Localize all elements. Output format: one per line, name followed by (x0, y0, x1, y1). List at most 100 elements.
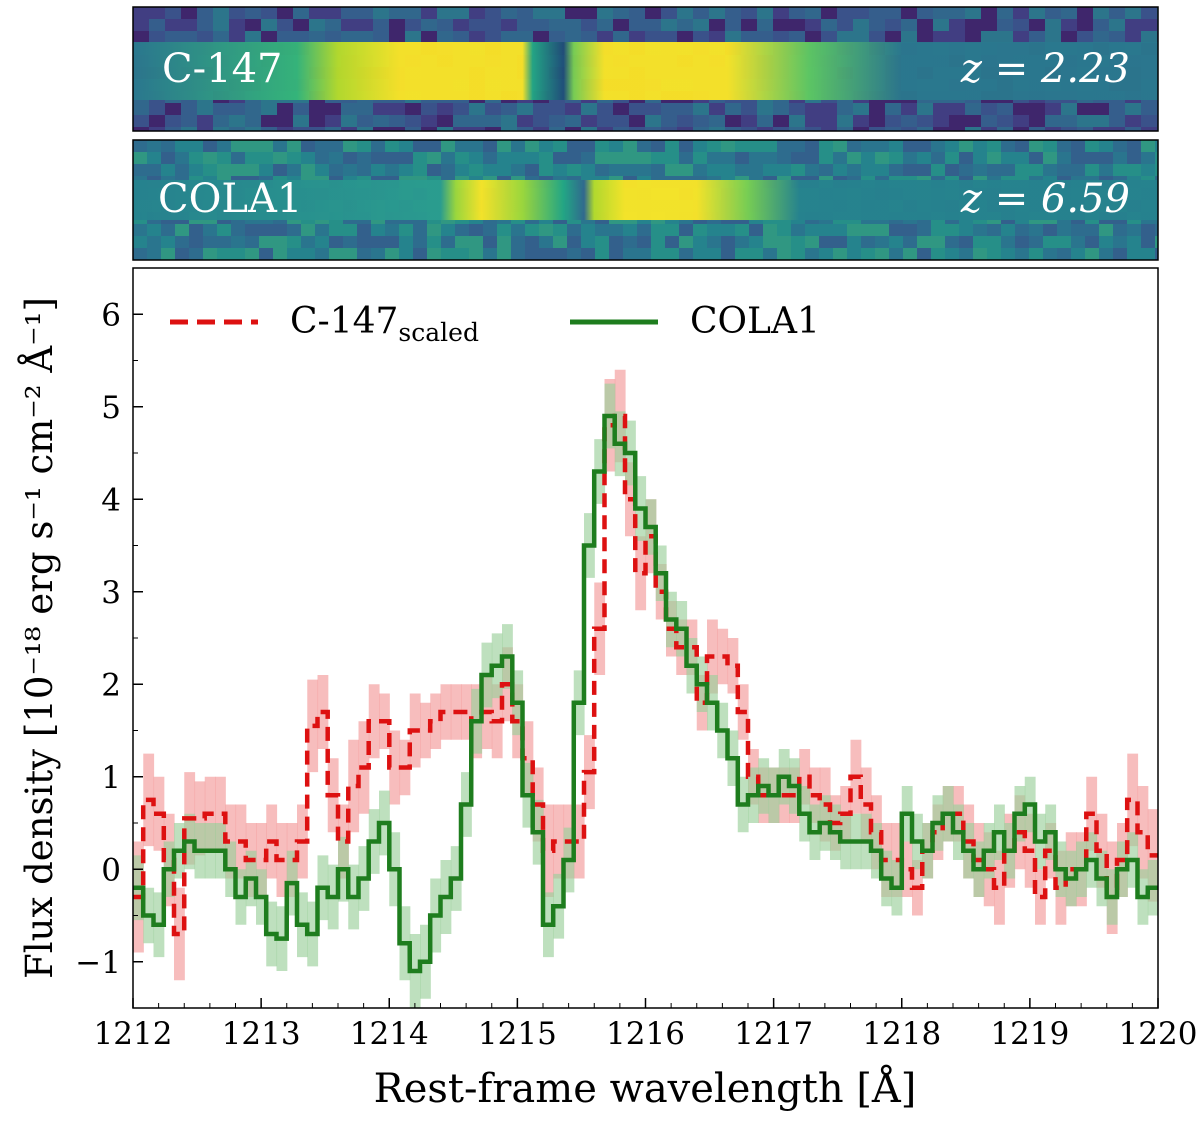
noise-pixel (613, 103, 629, 115)
noise-pixel (133, 152, 147, 164)
noise-pixel (901, 103, 917, 115)
noise-pixel (453, 127, 469, 131)
noise-pixel (821, 31, 837, 43)
noise-pixel (973, 236, 987, 248)
noise-pixel (757, 31, 773, 43)
noise-pixel (853, 127, 869, 131)
noise-pixel (329, 140, 343, 152)
noise-pixel (623, 236, 637, 248)
noise-pixel (189, 164, 203, 176)
noise-pixel (773, 19, 789, 31)
noise-pixel (1085, 164, 1099, 176)
noise-pixel (903, 140, 917, 152)
noise-pixel (679, 236, 693, 248)
noise-pixel (1085, 140, 1099, 152)
noise-pixel (413, 140, 427, 152)
noise-pixel (539, 152, 553, 164)
noise-pixel (1093, 19, 1109, 31)
noise-pixel (1045, 103, 1061, 115)
noise-pixel (1045, 19, 1061, 31)
noise-pixel (837, 31, 853, 43)
noise-pixel (315, 236, 329, 248)
noise-pixel (749, 236, 763, 248)
noise-pixel (287, 236, 301, 248)
noise-pixel (721, 224, 735, 236)
noise-pixel (469, 7, 485, 19)
noise-pixel (483, 152, 497, 164)
noise-pixel (777, 248, 791, 260)
error-band-c147-scaled (215, 776, 226, 851)
noise-pixel (651, 236, 665, 248)
noise-pixel (1093, 31, 1109, 43)
noise-pixel (725, 19, 741, 31)
noise-pixel (421, 115, 437, 127)
noise-pixel (903, 236, 917, 248)
noise-pixel (987, 140, 1001, 152)
noise-pixel (1127, 224, 1141, 236)
noise-pixel (837, 103, 853, 115)
noise-pixel (565, 7, 581, 19)
noise-pixel (413, 152, 427, 164)
noise-pixel (847, 152, 861, 164)
noise-pixel (203, 164, 217, 176)
noise-pixel (693, 115, 709, 127)
noise-pixel (147, 248, 161, 260)
noise-pixel (833, 224, 847, 236)
noise-pixel (245, 140, 259, 152)
noise-pixel (1127, 248, 1141, 260)
noise-pixel (133, 236, 147, 248)
noise-pixel (1141, 164, 1155, 176)
noise-pixel (1045, 31, 1061, 43)
noise-pixel (861, 140, 875, 152)
noise-pixel (741, 19, 757, 31)
noise-pixel (357, 127, 373, 131)
noise-pixel (539, 224, 553, 236)
x-tick-label: 1218 (862, 1016, 941, 1052)
noise-pixel (485, 127, 501, 131)
noise-pixel (901, 19, 917, 31)
noise-pixel (645, 31, 661, 43)
noise-pixel (273, 164, 287, 176)
noise-pixel (623, 140, 637, 152)
noise-pixel (1045, 115, 1061, 127)
noise-pixel (931, 152, 945, 164)
noise-pixel (293, 31, 309, 43)
noise-pixel (287, 152, 301, 164)
noise-pixel (917, 140, 931, 152)
noise-pixel (677, 7, 693, 19)
noise-pixel (791, 152, 805, 164)
noise-pixel (735, 224, 749, 236)
noise-pixel (917, 164, 931, 176)
noise-pixel (165, 127, 181, 131)
noise-pixel (533, 31, 549, 43)
noise-pixel (595, 152, 609, 164)
noise-pixel (385, 236, 399, 248)
noise-pixel (661, 7, 677, 19)
noise-pixel (553, 224, 567, 236)
noise-pixel (721, 248, 735, 260)
noise-pixel (819, 164, 833, 176)
noise-pixel (1127, 236, 1141, 248)
noise-pixel (709, 31, 725, 43)
noise-pixel (707, 224, 721, 236)
noise-pixel (805, 103, 821, 115)
noise-pixel (203, 248, 217, 260)
noise-pixel (1071, 224, 1085, 236)
noise-pixel (933, 115, 949, 127)
noise-pixel (931, 224, 945, 236)
noise-pixel (149, 31, 165, 43)
noise-pixel (1071, 236, 1085, 248)
noise-pixel (357, 115, 373, 127)
noise-pixel (1015, 164, 1029, 176)
noise-pixel (189, 236, 203, 248)
noise-pixel (427, 140, 441, 152)
noise-pixel (777, 224, 791, 236)
noise-pixel (1155, 140, 1158, 152)
noise-pixel (931, 164, 945, 176)
noise-pixel (1109, 19, 1125, 31)
noise-pixel (959, 248, 973, 260)
noise-pixel (581, 236, 595, 248)
noise-pixel (885, 127, 901, 131)
noise-pixel (613, 19, 629, 31)
noise-pixel (597, 115, 613, 127)
